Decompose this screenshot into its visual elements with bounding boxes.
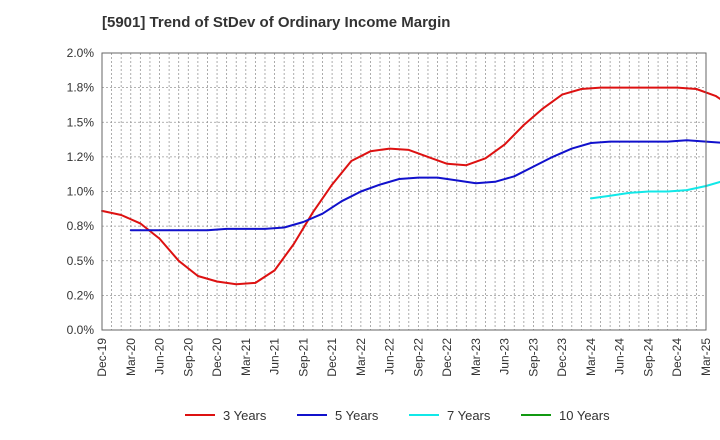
legend-label: 5 Years — [335, 408, 379, 423]
x-tick-label: Sep-24 — [641, 338, 655, 377]
x-tick-label: Mar-20 — [124, 338, 138, 376]
y-tick-label: 0.5% — [67, 254, 95, 268]
series-line-0 — [101, 86, 720, 286]
y-axis: 0.0% 0.2% 0.5% 0.8% 1.0% 1.2% 1.5% 1.8% 2.0% — [67, 46, 95, 337]
x-tick-label: Dec-24 — [670, 338, 684, 377]
x-axis: Dec-19 Mar-20 Jun-20 Sep-20 Dec-20 Mar-21 Jun-… — [95, 338, 713, 377]
x-tick-label: Jun-21 — [268, 338, 282, 375]
legend-label: 3 Years — [223, 408, 267, 423]
legend-label: 7 Years — [447, 408, 491, 423]
series-line-1 — [129, 139, 720, 232]
x-tick-label: Mar-24 — [584, 338, 598, 376]
x-tick-label: Dec-21 — [325, 338, 339, 377]
y-tick-label: 0.2% — [67, 288, 95, 302]
x-tick-label: Dec-23 — [555, 338, 569, 377]
x-tick-label: Mar-21 — [239, 338, 253, 376]
chart-title: [5901] Trend of StDev of Ordinary Income… — [102, 14, 450, 31]
x-tick-label: Sep-21 — [296, 338, 310, 377]
legend: 3 Years 5 Years 7 Years 10 Years — [185, 408, 610, 423]
x-tick-label: Mar-25 — [699, 338, 713, 376]
y-tick-label: 1.0% — [67, 185, 95, 199]
y-tick-label: 2.0% — [67, 46, 95, 60]
y-tick-label: 0.0% — [67, 323, 95, 337]
y-tick-label: 1.8% — [67, 81, 95, 95]
x-tick-label: Sep-20 — [181, 338, 195, 377]
x-tick-label: Mar-22 — [354, 338, 368, 376]
x-tick-label: Jun-24 — [613, 338, 627, 375]
x-tick-label: Sep-22 — [411, 338, 425, 377]
grid — [102, 52, 706, 331]
y-tick-label: 1.5% — [67, 115, 95, 129]
y-tick-label: 0.8% — [67, 219, 95, 233]
x-tick-label: Jun-23 — [498, 338, 512, 375]
x-tick-label: Mar-23 — [469, 338, 483, 376]
plot-frame — [101, 52, 707, 331]
x-tick-label: Dec-20 — [210, 338, 224, 377]
series-layer — [101, 86, 720, 286]
x-tick-label: Sep-23 — [526, 338, 540, 377]
x-tick-label: Dec-22 — [440, 338, 454, 377]
y-tick-label: 1.2% — [67, 150, 95, 164]
legend-label: 10 Years — [559, 408, 610, 423]
x-tick-label: Dec-19 — [95, 338, 109, 377]
x-tick-label: Jun-20 — [153, 338, 167, 375]
x-tick-label: Jun-22 — [383, 338, 397, 375]
series-line-2 — [590, 180, 720, 200]
